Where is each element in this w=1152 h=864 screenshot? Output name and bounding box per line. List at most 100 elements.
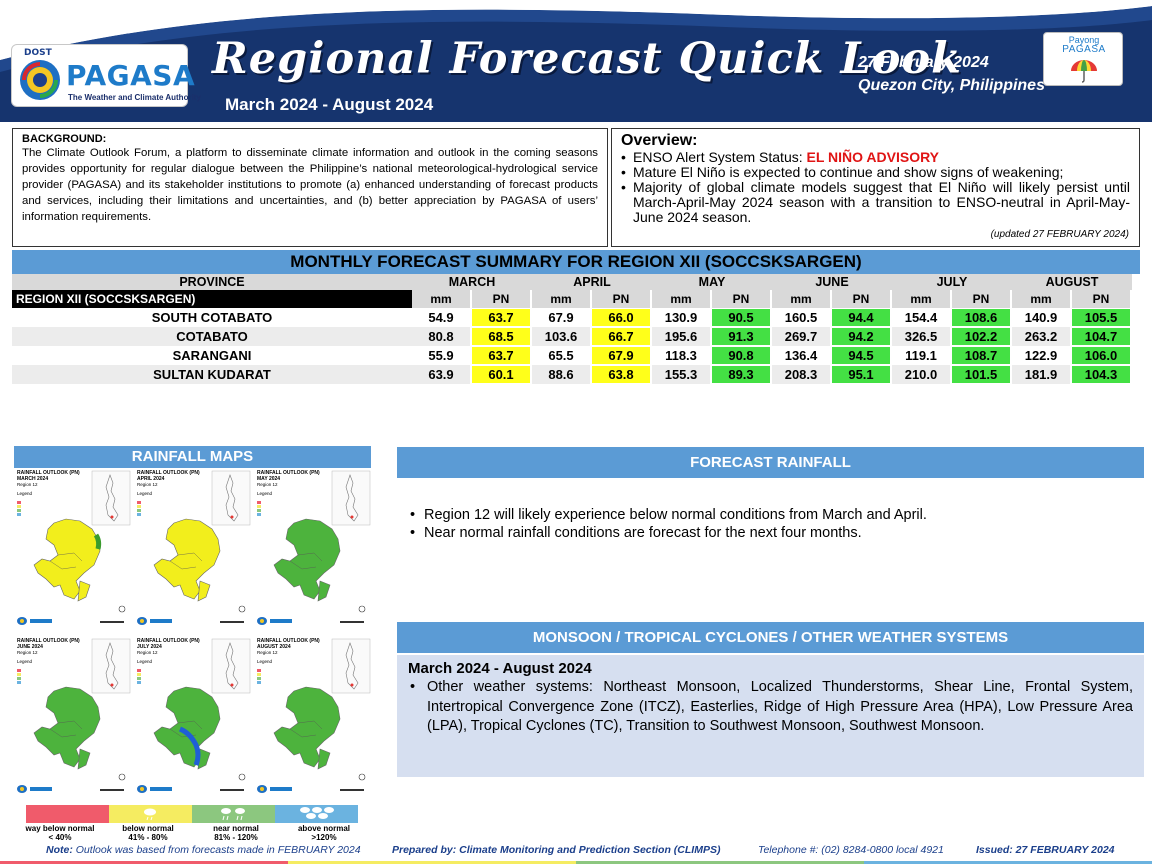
map-region: Region 12	[137, 650, 158, 655]
column-gap	[830, 290, 832, 308]
column-gap	[770, 365, 772, 384]
map-title: RAINFALL OUTLOOK (PN)	[137, 638, 200, 644]
legend-label: below normal	[122, 824, 174, 833]
legend-label: near normal	[213, 824, 259, 833]
column-gap	[950, 346, 952, 365]
month-header: JULY	[892, 274, 1012, 290]
monsoon-section-body: March 2024 - August 2024 Other weather s…	[397, 655, 1144, 777]
overview-updated-note: (updated 27 FEBRUARY 2024)	[990, 229, 1129, 240]
pn-value-cell: 94.4	[832, 309, 890, 326]
footer-note: Note: Outlook was based from forecasts m…	[46, 844, 361, 856]
page-title: Regional Forecast Quick Look	[212, 34, 962, 84]
mm-value-cell: 55.9	[428, 348, 454, 363]
overview-list: ENSO Alert System Status: EL NIÑO ADVISO…	[621, 150, 1130, 225]
map-month: AUGUST 2024	[257, 644, 291, 650]
column-gap	[710, 308, 712, 327]
legend-item-below-normal: below normal 41% - 80%	[104, 824, 192, 842]
rainfall-legend-labels: way below normal < 40% below normal 41% - …	[16, 824, 368, 842]
footer-prepared-text: Prepared by: Climate Monitoring and Pred…	[392, 844, 721, 856]
overview-panel: Overview: ENSO Alert System Status: EL N…	[611, 128, 1140, 247]
map-legend-title: Legend	[17, 659, 33, 664]
pn-value-cell: 67.9	[592, 347, 650, 364]
pn-value-cell: 108.6	[952, 309, 1010, 326]
legend-item-above-normal: above normal >120%	[280, 824, 368, 842]
region-12-map-shape	[137, 470, 251, 625]
column-gap	[470, 365, 472, 384]
pn-column-header: PN	[1072, 290, 1130, 308]
umbrella-icon	[1071, 60, 1097, 83]
mm-column-header: mm	[532, 290, 590, 308]
column-gap	[950, 308, 952, 327]
legend-way-below-normal-swatch	[26, 805, 109, 823]
column-gap	[890, 346, 892, 365]
map-month: MARCH 2024	[17, 476, 49, 482]
map-title: RAINFALL OUTLOOK (PN)	[257, 638, 320, 644]
payong-pagasa-logo: Payong PAGASA	[1043, 32, 1123, 86]
map-region: Region 12	[17, 650, 38, 655]
mm-value-cell: 140.9	[1024, 310, 1058, 325]
province-cell: SARANGANI	[12, 346, 412, 365]
forecast-summary-table: MONTHLY FORECAST SUMMARY FOR REGION XII …	[12, 250, 1140, 384]
column-gap	[590, 327, 592, 346]
pagasa-tagline: The Weather and Climate Authority	[68, 93, 201, 102]
footer-strip-segment	[576, 861, 864, 864]
footer-prepared-by: Prepared by: Climate Monitoring and Pred…	[392, 844, 720, 856]
mm-value-cell: 208.3	[772, 365, 830, 384]
table-row: SARANGANI 55.9 63.7 65.5 67.9 118.3 90.8 136.4 9…	[12, 346, 1140, 365]
column-gap	[1070, 308, 1072, 327]
mm-value-cell: 326.5	[892, 327, 950, 346]
pn-value-cell: 104.7	[1072, 328, 1130, 345]
column-gap	[1130, 327, 1132, 346]
rainfall-maps-grid: RAINFALL OUTLOOK (PN) MARCH 2024 Region 12…	[14, 469, 372, 803]
mm-value-cell: 80.8	[412, 327, 470, 346]
dost-label: DOST	[24, 48, 52, 58]
issue-date: 27 February 2024	[858, 54, 989, 71]
table-body: SOUTH COTABATO 54.9 63.7 67.9 66.0 130.9 90.5 1…	[12, 308, 1140, 384]
map-legend-title: Legend	[137, 491, 153, 496]
pn-value-cell: 63.7	[472, 347, 530, 364]
month-header: JUNE	[772, 274, 892, 290]
column-gap	[530, 346, 532, 365]
background-title: BACKGROUND:	[22, 133, 107, 145]
column-gap	[1010, 365, 1012, 384]
background-panel: BACKGROUND: The Climate Outlook Forum, a…	[12, 128, 608, 247]
monsoon-list: Other weather systems: Northeast Monsoon…	[408, 678, 1133, 737]
column-gap	[590, 346, 592, 365]
rainfall-outlook-map: RAINFALL OUTLOOK (PN) MARCH 2024 Region 12…	[14, 469, 132, 633]
header-background	[0, 0, 1152, 122]
legend-range: >120%	[311, 833, 337, 842]
pn-value-cell: 105.5	[1072, 309, 1130, 326]
province-cell: SULTAN KUDARAT	[12, 365, 412, 384]
map-month: JUNE 2024	[17, 644, 43, 650]
mm-column-header: mm	[412, 290, 470, 308]
mm-column-header: mm	[892, 290, 950, 308]
mm-value-cell: 269.7	[772, 327, 830, 346]
map-month: APRIL 2024	[137, 476, 165, 482]
column-gap	[1010, 346, 1012, 365]
legend-below-normal-swatch	[109, 805, 192, 823]
column-gap	[470, 327, 472, 346]
map-region: Region 12	[257, 650, 278, 655]
enso-status-badge: EL NIÑO ADVISORY	[806, 149, 940, 165]
column-gap	[470, 290, 472, 308]
footer-issued-text: Issued: 27 FEBRUARY 2024	[976, 844, 1115, 856]
mm-value-cell: 195.6	[652, 327, 710, 346]
mm-value-cell: 122.9	[1024, 348, 1058, 363]
background-text: The Climate Outlook Forum, a platform to…	[22, 147, 598, 223]
map-month: JULY 2024	[137, 644, 162, 650]
column-gap	[1130, 290, 1132, 308]
rainfall-maps-title: RAINFALL MAPS	[14, 446, 371, 468]
column-gap	[1070, 327, 1072, 346]
pn-value-cell: 101.5	[952, 366, 1010, 383]
column-gap	[890, 365, 892, 384]
column-gap	[1130, 346, 1132, 365]
table-title: MONTHLY FORECAST SUMMARY FOR REGION XII …	[12, 250, 1140, 274]
footer-strip-segment	[288, 861, 576, 864]
month-header: APRIL	[532, 274, 652, 290]
column-gap	[530, 327, 532, 346]
column-gap	[770, 290, 772, 308]
map-legend-title: Legend	[257, 659, 273, 664]
region-12-map-shape	[257, 638, 371, 793]
column-gap	[950, 365, 952, 384]
rainfall-outlook-map: RAINFALL OUTLOOK (PN) JULY 2024 Region 12 L…	[134, 637, 252, 801]
